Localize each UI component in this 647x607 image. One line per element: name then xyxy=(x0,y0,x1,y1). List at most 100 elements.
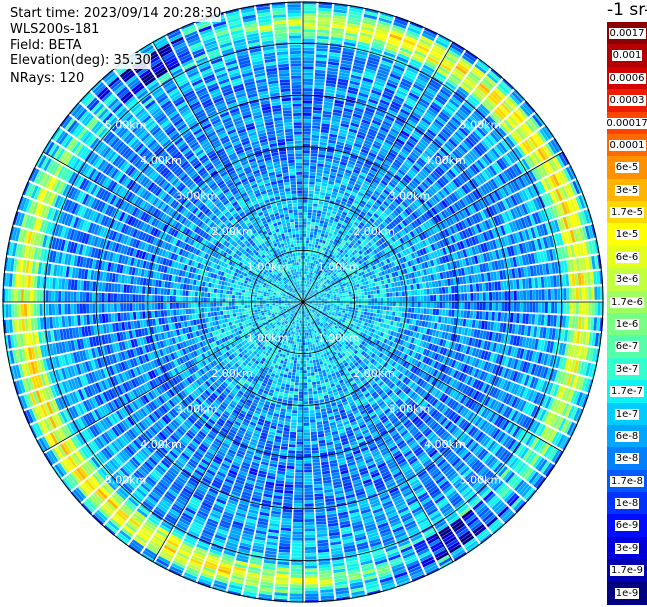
range-gate-cell xyxy=(475,201,482,211)
range-gate-cell xyxy=(351,261,356,266)
range-gate-cell xyxy=(383,189,390,196)
range-gate-cell xyxy=(303,144,311,147)
range-gate-cell xyxy=(319,220,324,224)
range-gate-cell xyxy=(488,193,496,204)
range-gate-cell xyxy=(401,307,405,312)
range-gate-cell xyxy=(472,131,482,141)
range-gate-cell xyxy=(315,57,327,62)
range-gate-cell xyxy=(303,125,311,129)
range-gate-cell xyxy=(444,279,448,286)
range-gate-cell xyxy=(345,216,351,221)
range-gate-cell xyxy=(482,209,490,219)
range-gate-cell xyxy=(352,116,361,122)
range-gate-cell xyxy=(303,289,305,293)
range-gate-cell xyxy=(448,98,460,108)
range-gate-cell xyxy=(459,83,472,94)
range-gate-cell xyxy=(408,307,412,313)
range-gate-cell xyxy=(388,36,402,44)
range-gate-cell xyxy=(378,318,382,323)
range-gate-cell xyxy=(344,313,348,316)
range-gate-cell xyxy=(337,84,348,90)
range-gate-cell xyxy=(411,221,417,229)
range-gate-cell xyxy=(311,266,315,270)
range-gate-cell xyxy=(331,210,337,215)
range-gate-cell xyxy=(421,136,431,145)
range-gate-cell xyxy=(380,293,384,298)
range-gate-cell xyxy=(402,75,414,83)
range-gate-cell xyxy=(312,237,316,242)
range-gate-cell xyxy=(462,276,467,284)
range-gate-cell xyxy=(344,172,351,178)
range-gate-cell xyxy=(539,146,549,159)
range-gate-cell xyxy=(402,41,415,49)
range-gate-cell xyxy=(317,283,321,287)
range-gate-cell xyxy=(448,309,452,317)
range-gate-cell xyxy=(459,106,470,117)
range-gate-cell xyxy=(343,299,347,302)
range-gate-cell xyxy=(521,189,529,201)
range-gate-cell xyxy=(376,313,380,318)
range-gate-cell xyxy=(335,93,346,99)
range-gate-cell xyxy=(329,133,338,138)
range-gate-cell xyxy=(410,89,421,97)
range-gate-cell xyxy=(381,318,385,323)
range-gate-cell xyxy=(379,314,383,319)
range-gate-cell xyxy=(317,14,331,18)
range-gate-cell xyxy=(393,234,399,241)
range-gate-cell xyxy=(327,67,339,72)
range-gate-cell xyxy=(316,287,320,291)
range-gate-cell xyxy=(383,117,394,125)
range-gate-cell xyxy=(311,131,320,136)
range-gate-cell xyxy=(553,156,562,170)
range-gate-cell xyxy=(372,192,379,199)
range-gate-cell xyxy=(419,139,429,147)
range-gate-cell xyxy=(330,258,334,262)
range-gate-cell xyxy=(357,44,370,50)
range-gate-cell xyxy=(437,280,442,287)
range-gate-cell xyxy=(343,111,353,116)
range-gate-cell xyxy=(303,150,310,154)
range-gate-cell xyxy=(423,114,433,123)
range-gate-cell xyxy=(373,161,381,168)
range-gate-cell xyxy=(335,215,341,220)
range-gate-cell xyxy=(303,209,308,213)
range-gate-cell xyxy=(341,312,345,315)
range-gate-cell xyxy=(324,298,328,300)
range-gate-cell xyxy=(330,297,334,299)
range-gate-cell xyxy=(411,111,422,119)
range-gate-cell xyxy=(566,288,570,301)
range-gate-cell xyxy=(471,178,479,188)
range-gate-cell xyxy=(487,180,496,191)
range-gate-cell xyxy=(391,282,395,288)
range-gate-cell xyxy=(379,182,386,189)
range-gate-cell xyxy=(326,259,330,263)
range-gate-cell xyxy=(348,309,352,312)
range-gate-cell xyxy=(402,127,412,135)
range-gate-cell xyxy=(506,117,517,129)
range-gate-cell xyxy=(304,293,305,296)
range-gate-cell xyxy=(492,90,504,101)
range-gate-cell xyxy=(477,106,488,117)
range-gate-cell xyxy=(508,150,518,162)
range-gate-cell xyxy=(349,8,363,14)
range-gate-cell xyxy=(329,283,333,287)
ray xyxy=(305,165,577,301)
range-gate-cell xyxy=(535,197,543,210)
range-gate-cell xyxy=(349,304,353,307)
range-gate-cell xyxy=(316,216,321,220)
range-gate-cell xyxy=(521,158,531,170)
range-gate-cell xyxy=(575,287,579,300)
range-gate-cell xyxy=(523,173,532,185)
range-gate-cell xyxy=(386,216,393,223)
range-gate-cell xyxy=(314,228,318,233)
range-gate-cell xyxy=(378,251,384,257)
range-gate-cell xyxy=(337,138,346,143)
range-gate-cell xyxy=(405,255,410,262)
ray xyxy=(305,125,555,301)
range-gate-cell xyxy=(338,75,350,81)
range-gate-cell xyxy=(526,302,530,313)
range-gate-cell xyxy=(439,177,447,186)
range-gate-cell xyxy=(321,126,330,131)
range-gate-cell xyxy=(495,175,504,186)
range-gate-cell xyxy=(421,181,429,189)
